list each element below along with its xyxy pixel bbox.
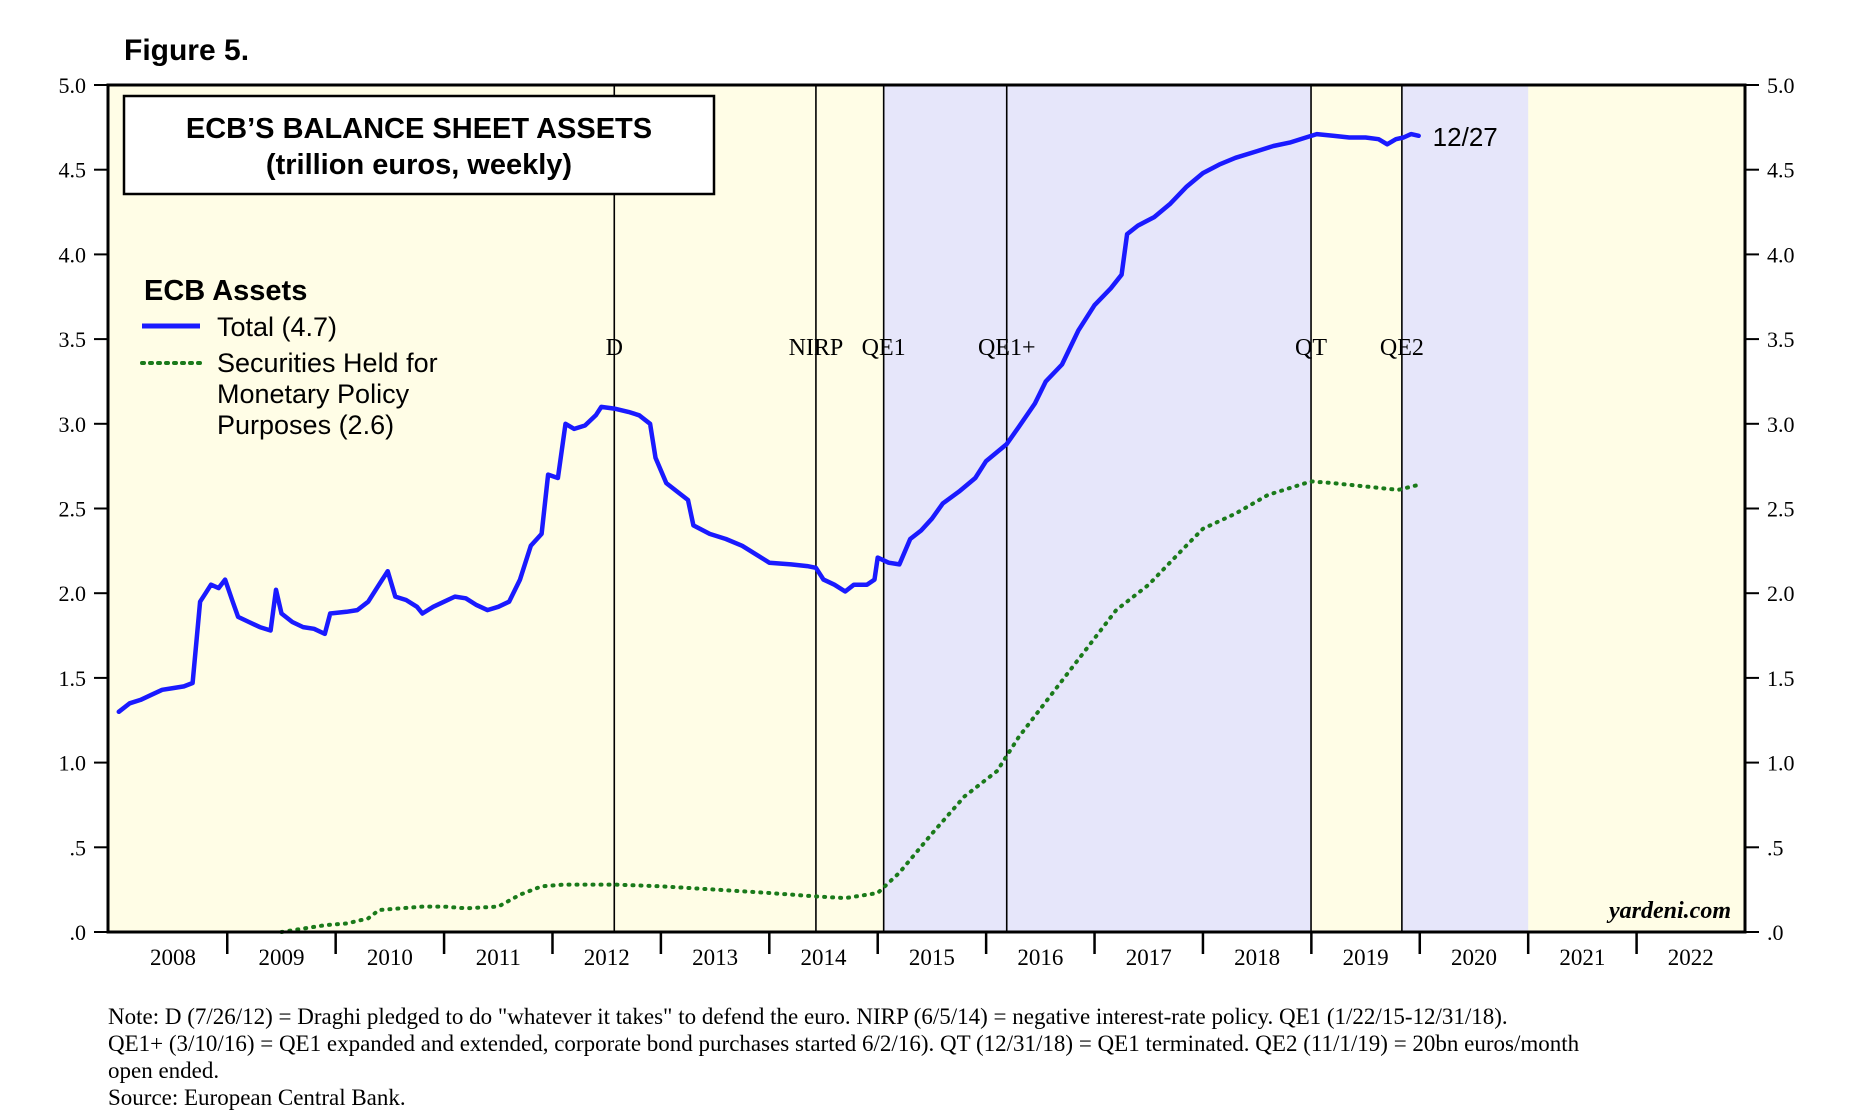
end-date-label: 12/27 [1433, 122, 1498, 152]
title-box: ECB’S BALANCE SHEET ASSETS (trillion eur… [122, 94, 716, 196]
x-tick-label: 2010 [367, 945, 413, 970]
x-tick-label: 2022 [1668, 945, 1714, 970]
x-tick-label: 2014 [801, 945, 848, 970]
event-lines: D NIRP QE1 QE1+ QT QE2 [606, 85, 1424, 932]
y-tick-label: .5 [70, 835, 87, 860]
y-tick-label: 2.0 [59, 581, 87, 606]
x-tick-label: 2013 [692, 945, 738, 970]
y-tick-label: 2.5 [59, 497, 87, 522]
note-line: QE1+ (3/10/16) = QE1 expanded and extend… [108, 1031, 1580, 1056]
x-axis-ticks: 2008 2009 2010 2011 2012 2013 2014 2015 2016 2017… [150, 932, 1714, 970]
y-tick-label-right: 5.0 [1767, 73, 1795, 98]
y-tick-label-right: 2.0 [1767, 581, 1795, 606]
x-tick-label: 2015 [909, 945, 955, 970]
x-tick-label: 2009 [258, 945, 304, 970]
legend: ECB Assets Total (4.7) Securities Held f… [140, 275, 438, 440]
shaded-period [1401, 85, 1529, 932]
y-tick-label-right: .0 [1767, 920, 1784, 945]
event-label: QE1 [862, 335, 906, 361]
y-tick-label-right: .5 [1767, 835, 1784, 860]
x-tick-label: 2017 [1126, 945, 1172, 970]
y-axis-ticks: .0 .0 .5 .5 1.0 1.0 1.5 1.5 2.0 2.0 2.5 2.5 3.0 3.0 3.… [59, 73, 1795, 945]
y-tick-label-right: 4.5 [1767, 158, 1795, 183]
y-tick-label: 4.5 [59, 158, 87, 183]
y-tick-label-right: 4.0 [1767, 242, 1795, 267]
note-line: open ended. [108, 1058, 220, 1083]
x-tick-label: 2019 [1343, 945, 1389, 970]
shaded-periods [883, 85, 1529, 932]
shaded-period [1006, 85, 1312, 932]
x-tick-label: 2018 [1234, 945, 1280, 970]
y-tick-label: .0 [70, 920, 87, 945]
watermark: yardeni.com [1606, 898, 1731, 924]
y-tick-label-right: 2.5 [1767, 497, 1795, 522]
y-tick-label-right: 3.5 [1767, 327, 1795, 352]
legend-label-securities: Securities Held for Monetary Policy Purpos… [217, 348, 438, 440]
y-tick-label-right: 1.0 [1767, 751, 1795, 776]
note-line: Note: D (7/26/12) = Draghi pledged to do… [108, 1004, 1508, 1029]
y-tick-label: 3.0 [59, 412, 87, 437]
event-label: D [606, 335, 623, 361]
y-tick-label: 1.0 [59, 751, 87, 776]
x-tick-label: 2012 [584, 945, 630, 970]
x-tick-label: 2021 [1559, 945, 1605, 970]
event-label: QE1+ [978, 335, 1036, 361]
chart-subtitle: (trillion euros, weekly) [266, 149, 572, 181]
x-tick-label: 2011 [476, 945, 521, 970]
x-tick-label: 2020 [1451, 945, 1497, 970]
event-label: QE2 [1380, 335, 1424, 361]
legend-title: ECB Assets [144, 275, 307, 307]
notes-block: Note: D (7/26/12) = Draghi pledged to do… [108, 1003, 1848, 1111]
x-tick-label: 2008 [150, 945, 196, 970]
event-label: NIRP [789, 335, 844, 361]
legend-label-total: Total (4.7) [217, 312, 337, 342]
shaded-period [883, 85, 1007, 932]
x-tick-label: 2016 [1017, 945, 1063, 970]
series-group [116, 131, 1421, 934]
y-tick-label: 3.5 [59, 327, 87, 352]
y-tick-label: 4.0 [59, 242, 87, 267]
figure-label: Figure 5. [124, 34, 250, 67]
series-line-securities [279, 479, 1421, 934]
y-tick-label-right: 3.0 [1767, 412, 1795, 437]
source-line: Source: European Central Bank. [108, 1085, 406, 1110]
series-line-total [116, 131, 1421, 715]
chart-title: ECB’S BALANCE SHEET ASSETS [186, 113, 652, 145]
y-tick-label: 1.5 [59, 666, 87, 691]
y-tick-label-right: 1.5 [1767, 666, 1795, 691]
y-tick-label: 5.0 [59, 73, 87, 98]
event-label: QT [1295, 335, 1327, 361]
